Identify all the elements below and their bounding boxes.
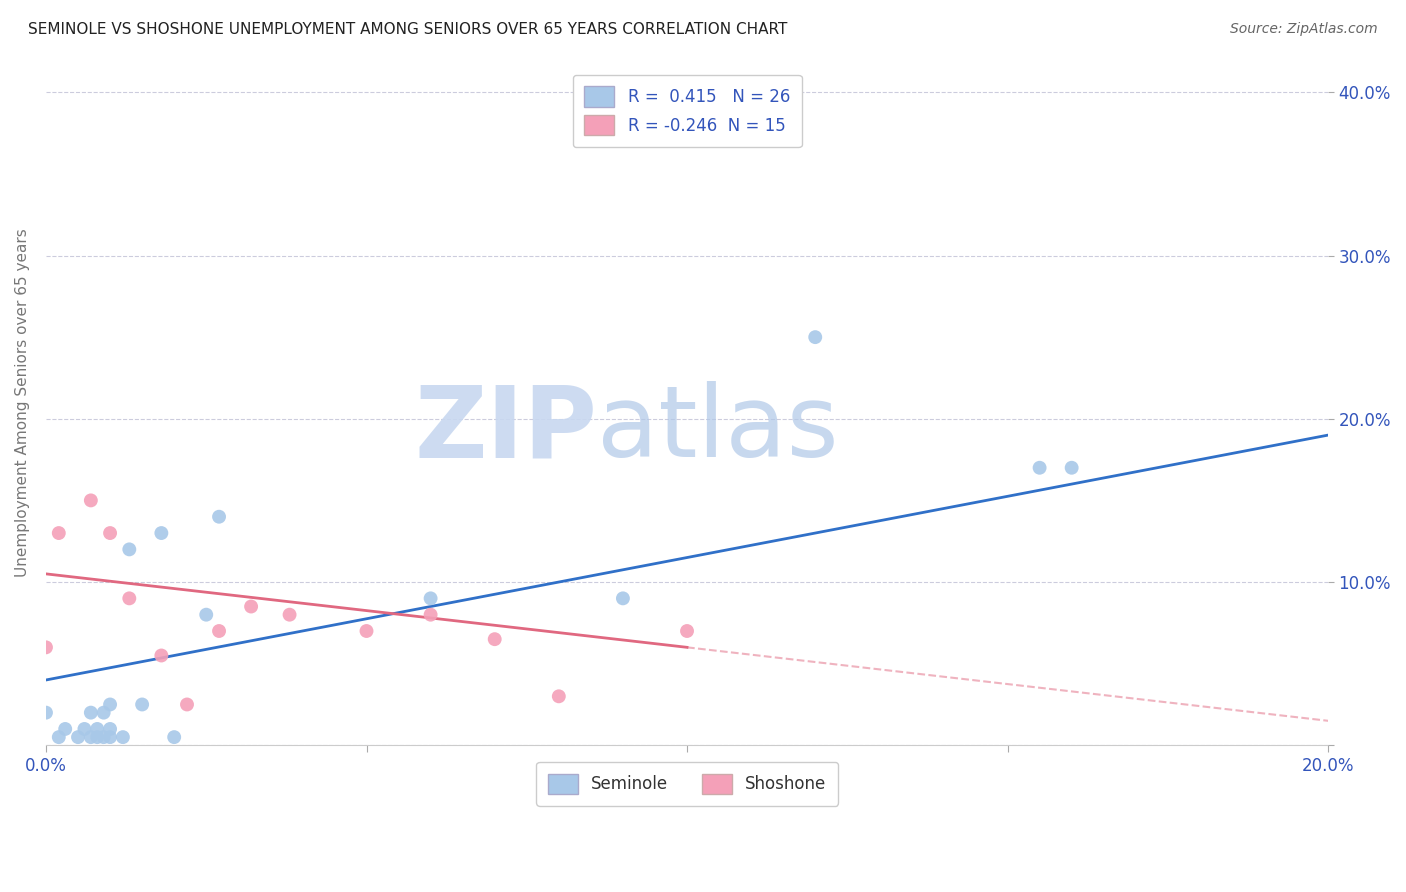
Point — [86, 730, 108, 744]
Point — [35, 706, 58, 720]
Point — [86, 722, 108, 736]
Text: ZIP: ZIP — [415, 382, 598, 478]
Text: Source: ZipAtlas.com: Source: ZipAtlas.com — [1230, 22, 1378, 37]
Text: atlas: atlas — [598, 382, 839, 478]
Point — [195, 607, 218, 622]
Point — [676, 624, 699, 638]
Point — [484, 632, 506, 647]
Point — [48, 730, 70, 744]
Point — [176, 698, 198, 712]
Point — [98, 698, 121, 712]
Point — [163, 730, 186, 744]
Point — [48, 526, 70, 541]
Point — [118, 542, 141, 557]
Point — [93, 730, 115, 744]
Point — [150, 526, 173, 541]
Point — [419, 591, 441, 606]
Point — [111, 730, 134, 744]
Point — [1060, 460, 1083, 475]
Point — [278, 607, 301, 622]
Point — [547, 690, 569, 704]
Point — [80, 730, 103, 744]
Point — [804, 330, 827, 344]
Legend: Seminole, Shoshone: Seminole, Shoshone — [536, 762, 838, 805]
Point — [66, 730, 89, 744]
Point — [150, 648, 173, 663]
Point — [131, 698, 153, 712]
Point — [1028, 460, 1050, 475]
Y-axis label: Unemployment Among Seniors over 65 years: Unemployment Among Seniors over 65 years — [15, 228, 30, 577]
Point — [80, 706, 103, 720]
Point — [612, 591, 634, 606]
Point — [53, 722, 76, 736]
Point — [208, 624, 231, 638]
Point — [240, 599, 263, 614]
Point — [98, 730, 121, 744]
Point — [80, 493, 103, 508]
Point — [356, 624, 378, 638]
Point — [35, 640, 58, 655]
Point — [73, 722, 96, 736]
Point — [208, 509, 231, 524]
Point — [98, 526, 121, 541]
Text: SEMINOLE VS SHOSHONE UNEMPLOYMENT AMONG SENIORS OVER 65 YEARS CORRELATION CHART: SEMINOLE VS SHOSHONE UNEMPLOYMENT AMONG … — [28, 22, 787, 37]
Point — [419, 607, 441, 622]
Point — [93, 706, 115, 720]
Point — [98, 722, 121, 736]
Point — [118, 591, 141, 606]
